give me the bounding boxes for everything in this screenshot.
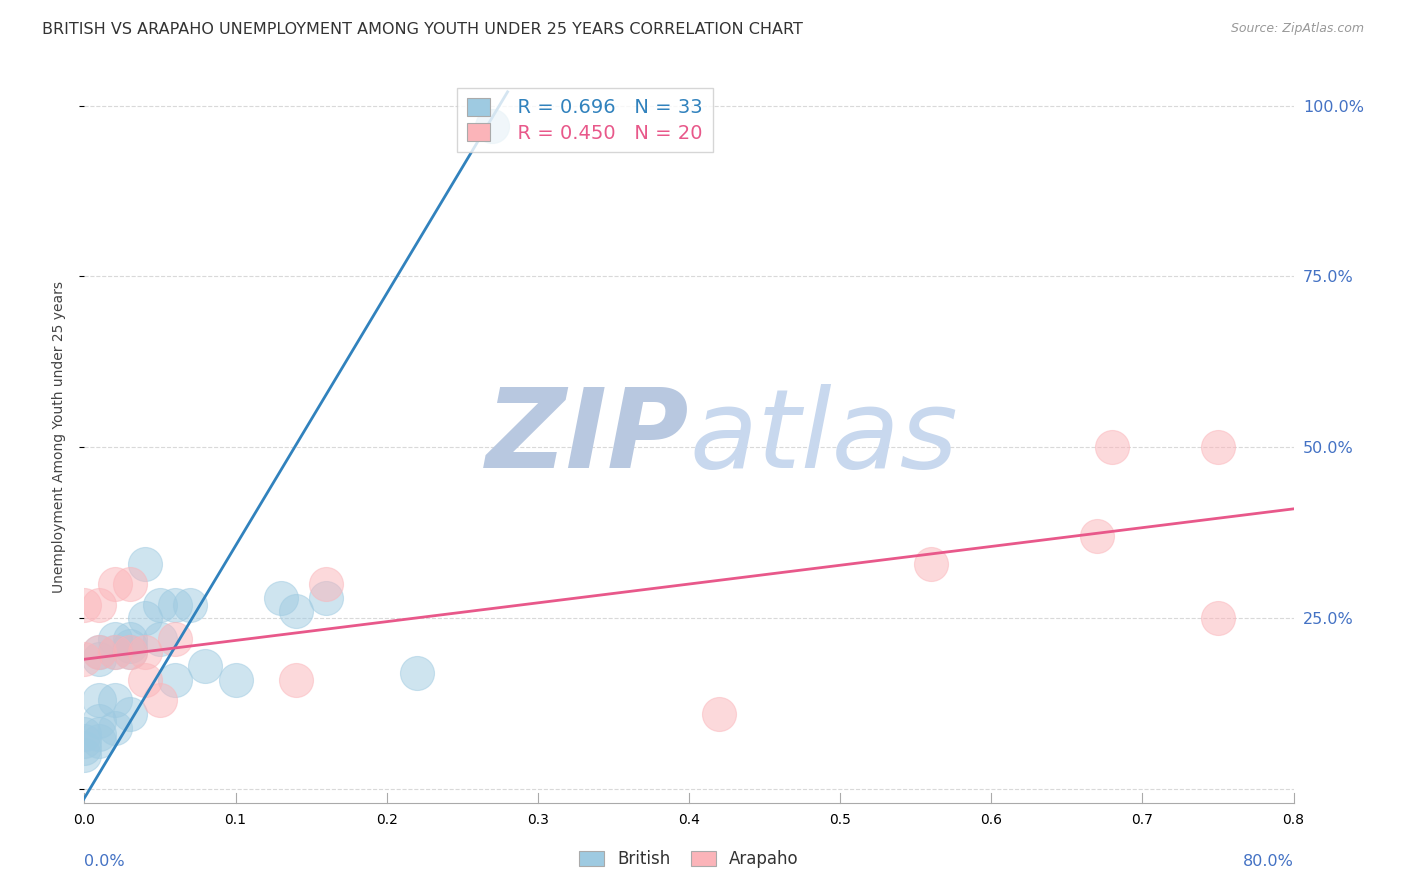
British xyxy=(73,741,96,756)
Arapaho xyxy=(134,645,156,659)
Arapaho xyxy=(73,652,96,666)
British xyxy=(134,611,156,625)
Text: Source: ZipAtlas.com: Source: ZipAtlas.com xyxy=(1230,22,1364,36)
British xyxy=(481,119,503,133)
British xyxy=(315,591,337,605)
Arapaho xyxy=(149,693,172,707)
Arapaho xyxy=(165,632,187,646)
British xyxy=(481,119,503,133)
British xyxy=(285,604,308,618)
British xyxy=(165,673,187,687)
British xyxy=(89,652,111,666)
British xyxy=(73,727,96,741)
British xyxy=(89,734,111,748)
British xyxy=(134,557,156,571)
Arapaho xyxy=(118,577,141,591)
British xyxy=(73,734,96,748)
Arapaho xyxy=(315,577,337,591)
Text: 0.0%: 0.0% xyxy=(84,854,125,869)
British xyxy=(89,693,111,707)
British xyxy=(225,673,247,687)
British xyxy=(149,632,172,646)
Arapaho xyxy=(104,577,127,591)
British xyxy=(89,645,111,659)
Arapaho xyxy=(1085,529,1108,543)
Text: ZIP: ZIP xyxy=(485,384,689,491)
British xyxy=(270,591,292,605)
British xyxy=(104,693,127,707)
Arapaho xyxy=(134,673,156,687)
British xyxy=(165,598,187,612)
Arapaho xyxy=(73,598,96,612)
British xyxy=(179,598,201,612)
Text: BRITISH VS ARAPAHO UNEMPLOYMENT AMONG YOUTH UNDER 25 YEARS CORRELATION CHART: BRITISH VS ARAPAHO UNEMPLOYMENT AMONG YO… xyxy=(42,22,803,37)
Legend: British, Arapaho: British, Arapaho xyxy=(572,844,806,875)
Arapaho xyxy=(1101,440,1123,454)
Arapaho xyxy=(1206,611,1229,625)
British xyxy=(118,645,141,659)
Arapaho xyxy=(920,557,942,571)
Arapaho xyxy=(104,645,127,659)
British xyxy=(89,714,111,728)
Arapaho xyxy=(709,706,731,721)
Y-axis label: Unemployment Among Youth under 25 years: Unemployment Among Youth under 25 years xyxy=(52,281,66,593)
British xyxy=(73,747,96,762)
British xyxy=(149,598,172,612)
British xyxy=(118,639,141,653)
Arapaho xyxy=(118,645,141,659)
Arapaho xyxy=(285,673,308,687)
Text: atlas: atlas xyxy=(689,384,957,491)
British xyxy=(104,632,127,646)
Text: 80.0%: 80.0% xyxy=(1243,854,1294,869)
British xyxy=(89,727,111,741)
British xyxy=(104,721,127,735)
British xyxy=(406,665,429,680)
British xyxy=(118,632,141,646)
Arapaho xyxy=(89,598,111,612)
British xyxy=(104,645,127,659)
British xyxy=(194,659,217,673)
Arapaho xyxy=(1206,440,1229,454)
British xyxy=(118,706,141,721)
Arapaho xyxy=(89,645,111,659)
